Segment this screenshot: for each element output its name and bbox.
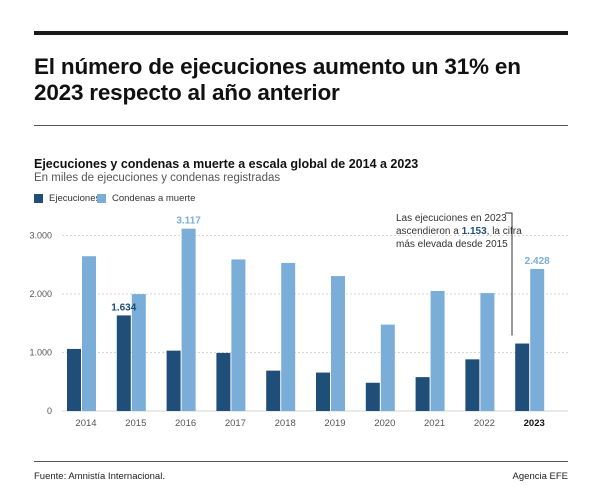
annotation-text: ascendieron a 1.153, la cifra [396, 226, 522, 237]
bar-condenas [331, 276, 345, 411]
annotation-text: Las ejecuciones en 2023 [396, 213, 507, 224]
bar-ejecuciones [67, 348, 81, 411]
data-label: 1.634 [111, 302, 136, 313]
x-tick-label: 2016 [175, 418, 196, 429]
footer-divider [34, 461, 568, 462]
y-tick-label: 2.000 [29, 289, 52, 299]
x-tick-label: 2020 [374, 418, 395, 429]
x-tick-label: 2018 [275, 418, 296, 429]
bar-condenas [281, 262, 296, 411]
data-label: 2.428 [525, 256, 550, 267]
top-rule [34, 31, 568, 35]
y-tick-label: 3.000 [29, 231, 52, 241]
source-note: Fuente: Amnistía Internacional. [34, 471, 165, 482]
y-tick-label: 0 [47, 406, 52, 416]
bar-condenas [82, 256, 96, 411]
bar-condenas [231, 259, 246, 411]
legend-swatch-ejecuciones [34, 194, 43, 203]
headline: El número de ejecuciones aumento un 31% … [34, 54, 521, 105]
x-tick-label: 2022 [474, 418, 495, 429]
bar-condenas [380, 324, 395, 411]
chart-subtitle: En miles de ejecuciones y condenas regis… [34, 172, 281, 184]
bar-ejecuciones [266, 370, 281, 411]
data-label: 3.117 [176, 216, 201, 227]
bar-ejecuciones [465, 359, 480, 411]
legend-label-condenas: Condenas a muerte [112, 193, 196, 204]
x-tick-label: 2015 [125, 418, 146, 429]
bar-ejecuciones [316, 372, 330, 411]
bar-ejecuciones [116, 315, 131, 411]
y-tick-label: 1.000 [29, 348, 52, 358]
legend-item-condenas: Condenas a muerte [97, 193, 195, 204]
annotation-leader-line [505, 212, 513, 336]
bar-ejecuciones [515, 343, 530, 411]
x-tick-label: 2017 [225, 418, 246, 429]
x-tick-label: 2019 [324, 418, 345, 429]
legend-item-ejecuciones: Ejecuciones [34, 193, 100, 204]
chart-title: Ejecuciones y condenas a muerte a escala… [34, 157, 419, 171]
bar-condenas [480, 293, 495, 411]
x-tick-label: 2023 [524, 418, 545, 429]
bar-ejecuciones [365, 382, 380, 411]
legend-swatch-condenas [97, 194, 106, 203]
bar-ejecuciones [166, 350, 181, 411]
bar-condenas [430, 290, 445, 411]
divider [34, 125, 568, 126]
x-tick-label: 2014 [75, 418, 96, 429]
annotation-text: más elevada desde 2015 [396, 239, 508, 250]
bar-condenas [181, 228, 196, 411]
bar-ejecuciones [415, 377, 430, 411]
bar-condenas [131, 294, 146, 411]
bar-condenas [530, 268, 545, 411]
bar-ejecuciones [216, 352, 231, 411]
agency-credit: Agencia EFE [512, 471, 568, 482]
x-tick-label: 2021 [424, 418, 445, 429]
legend-label-ejecuciones: Ejecuciones [49, 193, 101, 204]
